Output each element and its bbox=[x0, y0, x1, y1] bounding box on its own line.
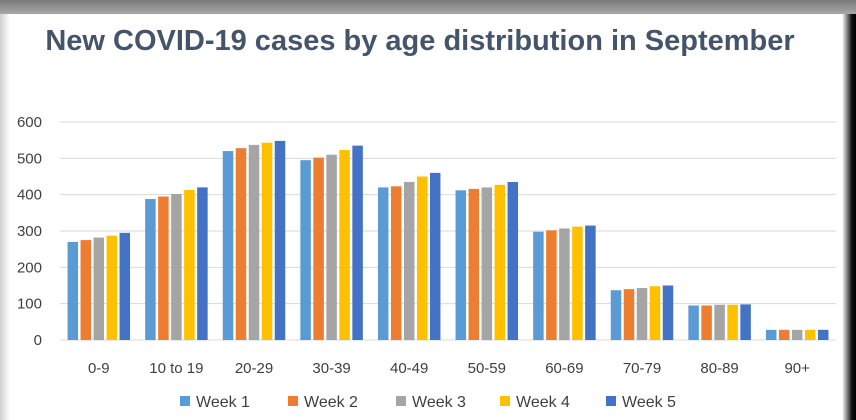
y-tick-label: 200 bbox=[17, 259, 42, 276]
chart-title: New COVID-19 cases by age distribution i… bbox=[45, 25, 795, 57]
x-tick-label: 0-9 bbox=[88, 360, 110, 377]
bar-week-5 bbox=[817, 329, 829, 340]
bar-week-5 bbox=[352, 145, 363, 340]
right-border bbox=[842, 14, 856, 420]
x-tick-label: 80-89 bbox=[700, 360, 738, 377]
legend-label: Week 5 bbox=[622, 394, 676, 411]
bar-week-4 bbox=[727, 304, 738, 340]
bar-week-4 bbox=[261, 142, 273, 340]
x-tick-label: 50-59 bbox=[468, 360, 506, 377]
x-tick-label: 10 to 19 bbox=[149, 360, 203, 377]
bar-week-2 bbox=[778, 329, 790, 340]
y-tick-label: 300 bbox=[17, 223, 42, 240]
bar-week-2 bbox=[701, 305, 712, 340]
legend-swatch bbox=[288, 396, 298, 406]
bar-week-3 bbox=[326, 154, 337, 340]
legend: Week 1 Week 2 Week 3 Week 4 Week 5 bbox=[180, 394, 676, 411]
bar-week-4 bbox=[649, 286, 661, 340]
bar-week-1 bbox=[377, 187, 389, 340]
x-tick-label: 20-29 bbox=[235, 360, 273, 377]
legend-swatch bbox=[606, 396, 616, 406]
bar-week-5 bbox=[662, 285, 674, 340]
bar-week-1 bbox=[765, 329, 777, 340]
bar-week-2 bbox=[313, 157, 324, 340]
bar-week-1 bbox=[145, 199, 156, 340]
bar-week-4 bbox=[494, 184, 506, 340]
x-tick-label: 70-79 bbox=[623, 360, 661, 377]
bar-week-3 bbox=[559, 228, 570, 340]
bar-week-3 bbox=[171, 193, 182, 340]
legend-label: Week 4 bbox=[516, 394, 570, 411]
bar-week-5 bbox=[274, 140, 286, 340]
bar-week-2 bbox=[80, 240, 92, 340]
bar-week-2 bbox=[623, 289, 635, 340]
left-shadow bbox=[0, 14, 10, 420]
bar-week-4 bbox=[184, 189, 195, 340]
bar-week-1 bbox=[222, 151, 234, 340]
y-tick-label: 500 bbox=[17, 150, 42, 167]
legend-label: Week 3 bbox=[412, 394, 466, 411]
bar-week-1 bbox=[688, 305, 699, 340]
bars bbox=[67, 140, 829, 340]
y-axis-ticks: 0 100 200 300 400 500 600 bbox=[17, 114, 42, 349]
legend-swatch bbox=[180, 396, 190, 406]
bar-week-1 bbox=[455, 190, 467, 340]
legend-label: Week 1 bbox=[196, 394, 250, 411]
x-tick-label: 30-39 bbox=[312, 360, 350, 377]
bar-week-4 bbox=[416, 176, 428, 340]
bar-week-4 bbox=[339, 149, 350, 340]
bar-week-2 bbox=[390, 186, 402, 340]
x-tick-label: 60-69 bbox=[545, 360, 583, 377]
bar-week-5 bbox=[507, 181, 519, 340]
bar-week-4 bbox=[804, 329, 816, 340]
legend-label: Week 2 bbox=[304, 394, 358, 411]
bar-week-3 bbox=[481, 187, 493, 340]
bar-week-3 bbox=[636, 288, 648, 340]
bar-week-2 bbox=[158, 196, 169, 340]
legend-swatch bbox=[396, 396, 406, 406]
bar-week-3 bbox=[403, 181, 415, 340]
bar-week-3 bbox=[791, 329, 803, 340]
bar-week-3 bbox=[248, 144, 260, 340]
y-tick-label: 600 bbox=[17, 114, 42, 131]
bar-week-5 bbox=[197, 187, 208, 340]
bar-week-3 bbox=[93, 237, 105, 340]
bar-week-1 bbox=[533, 231, 544, 340]
x-tick-label: 40-49 bbox=[390, 360, 428, 377]
bar-week-2 bbox=[468, 188, 480, 340]
bar-week-1 bbox=[300, 160, 311, 340]
bar-week-2 bbox=[546, 230, 557, 340]
bar-week-3 bbox=[714, 304, 725, 340]
x-tick-label: 90+ bbox=[784, 360, 810, 377]
bar-week-5 bbox=[119, 232, 131, 340]
bar-week-1 bbox=[610, 290, 622, 340]
bar-week-5 bbox=[585, 225, 596, 340]
bar-week-4 bbox=[106, 235, 118, 340]
legend-swatch bbox=[500, 396, 510, 406]
bar-week-5 bbox=[740, 304, 751, 340]
y-tick-label: 400 bbox=[17, 187, 42, 204]
x-axis-ticks: 0-9 10 to 19 20-29 30-39 40-49 50-59 60-69 70-7… bbox=[88, 360, 810, 377]
y-tick-label: 0 bbox=[34, 332, 42, 349]
bar-week-4 bbox=[572, 226, 583, 340]
y-tick-label: 100 bbox=[17, 296, 42, 313]
bar-week-1 bbox=[67, 241, 79, 340]
window-top-border bbox=[0, 0, 856, 14]
bar-week-5 bbox=[429, 172, 441, 340]
bar-week-2 bbox=[235, 148, 247, 340]
